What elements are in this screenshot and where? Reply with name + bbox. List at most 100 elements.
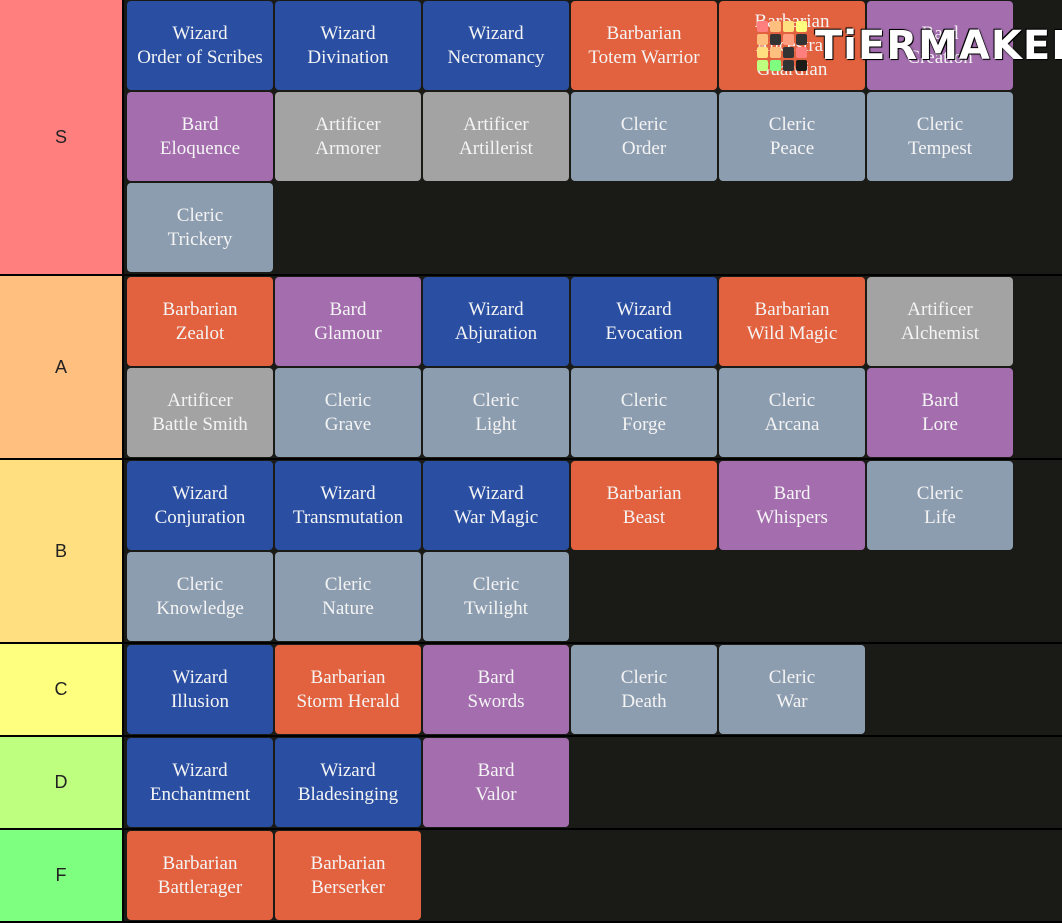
tier-item-cleric-trickery[interactable]: Cleric Trickery <box>127 183 273 272</box>
tier-item-bard-creation[interactable]: Bard Creation <box>867 1 1013 90</box>
tier-item-barbarian-zealot[interactable]: Barbarian Zealot <box>127 277 273 366</box>
tier-item-wizard-evocation[interactable]: Wizard Evocation <box>571 277 717 366</box>
tier-item-barbarian-ancestral-guardian[interactable]: Barbarian Ancestral Guardian <box>719 1 865 90</box>
tier-item-label: Barbarian <box>310 852 386 874</box>
tier-item-label: Wizard <box>172 22 228 44</box>
tier-item-barbarian-beast[interactable]: Barbarian Beast <box>571 461 717 550</box>
tier-item-barbarian-berserker[interactable]: Barbarian Berserker <box>275 831 421 920</box>
tier-item-label: Bard <box>477 666 515 688</box>
tier-item-label: Artificer <box>167 389 233 411</box>
tier-item-label: Barbarian <box>754 10 830 32</box>
tier-item-label: Cleric <box>472 389 520 411</box>
tier-item-label: Cleric <box>620 389 668 411</box>
tier-item-wizard-conjuration[interactable]: Wizard Conjuration <box>127 461 273 550</box>
tier-item-cleric-knowledge[interactable]: Cleric Knowledge <box>127 552 273 641</box>
tier-item-label: Totem Warrior <box>588 46 700 68</box>
tier-item-bard-whispers[interactable]: Bard Whispers <box>719 461 865 550</box>
tier-item-barbarian-battlerager[interactable]: Barbarian Battlerager <box>127 831 273 920</box>
tier-item-label: Cleric <box>768 113 816 135</box>
tier-item-label: Cleric <box>472 573 520 595</box>
tier-item-cleric-twilight[interactable]: Cleric Twilight <box>423 552 569 641</box>
tier-label[interactable]: S <box>0 0 124 274</box>
tier-item-label: Arcana <box>764 413 820 435</box>
tier-item-label: Conjuration <box>154 506 246 528</box>
tier-item-label: Cleric <box>176 204 224 226</box>
tier-items: Wizard Illusion Barbarian Storm Herald Bard S… <box>126 644 1016 735</box>
tier-item-wizard-divination[interactable]: Wizard Divination <box>275 1 421 90</box>
tier-item-label: Beast <box>622 506 666 528</box>
tier-item-label: Barbarian <box>606 22 682 44</box>
tier-label[interactable]: B <box>0 460 124 642</box>
tier-item-wizard-order-of-scribes[interactable]: Wizard Order of Scribes <box>127 1 273 90</box>
tier-item-artificer-alchemist[interactable]: Artificer Alchemist <box>867 277 1013 366</box>
tier-item-label: Grave <box>324 413 372 435</box>
tier-label[interactable]: D <box>0 737 124 828</box>
tier-item-label: War Magic <box>453 506 539 528</box>
tier-label[interactable]: A <box>0 276 124 458</box>
tier-item-label: Wizard <box>172 759 228 781</box>
tier-item-artificer-armorer[interactable]: Artificer Armorer <box>275 92 421 181</box>
tier-item-label: Wizard <box>320 482 376 504</box>
tier-item-label: Bard <box>181 113 219 135</box>
tier-item-bard-eloquence[interactable]: Bard Eloquence <box>127 92 273 181</box>
tier-item-wizard-enchantment[interactable]: Wizard Enchantment <box>127 738 273 827</box>
tier-item-cleric-peace[interactable]: Cleric Peace <box>719 92 865 181</box>
tier-item-label: Cleric <box>620 113 668 135</box>
tier-item-artificer-battle-smith[interactable]: Artificer Battle Smith <box>127 368 273 457</box>
tier-item-barbarian-wild-magic[interactable]: Barbarian Wild Magic <box>719 277 865 366</box>
tier-item-label: Bard <box>921 22 959 44</box>
tier-label[interactable]: C <box>0 644 124 735</box>
tier-item-label: Necromancy <box>447 46 545 68</box>
tier-item-label: Cleric <box>916 482 964 504</box>
tier-item-label: Knowledge <box>156 597 244 619</box>
tier-item-label: Enchantment <box>149 783 251 805</box>
tier-item-bard-lore[interactable]: Bard Lore <box>867 368 1013 457</box>
tier-item-label: Barbarian <box>162 852 238 874</box>
tier-item-label: Bladesinging <box>297 783 399 805</box>
tier-item-wizard-illusion[interactable]: Wizard Illusion <box>127 645 273 734</box>
tier-item-label: Bard <box>773 482 811 504</box>
tier-item-label: Wizard <box>616 298 672 320</box>
tier-item-cleric-tempest[interactable]: Cleric Tempest <box>867 92 1013 181</box>
tier-item-barbarian-storm-herald[interactable]: Barbarian Storm Herald <box>275 645 421 734</box>
tier-item-label: Order <box>621 137 667 159</box>
tier-row-s: S Wizard Order of Scribes Wizard Divination W… <box>0 0 1062 276</box>
tier-item-label: Cleric <box>176 573 224 595</box>
tier-item-cleric-nature[interactable]: Cleric Nature <box>275 552 421 641</box>
tier-item-label: Berserker <box>311 876 385 898</box>
tier-item-wizard-bladesinging[interactable]: Wizard Bladesinging <box>275 738 421 827</box>
tier-item-label: Bard <box>477 759 515 781</box>
tier-item-cleric-life[interactable]: Cleric Life <box>867 461 1013 550</box>
tier-item-cleric-arcana[interactable]: Cleric Arcana <box>719 368 865 457</box>
tier-item-bard-glamour[interactable]: Bard Glamour <box>275 277 421 366</box>
tier-item-label: Artillerist <box>459 137 533 159</box>
tier-item-wizard-war-magic[interactable]: Wizard War Magic <box>423 461 569 550</box>
tier-item-label: Cleric <box>324 389 372 411</box>
tier-item-label: Wild Magic <box>746 322 838 344</box>
tier-item-label: Guardian <box>756 58 828 80</box>
tier-item-wizard-abjuration[interactable]: Wizard Abjuration <box>423 277 569 366</box>
tier-item-artificer-artillerist[interactable]: Artificer Artillerist <box>423 92 569 181</box>
tier-item-label: Lore <box>922 413 958 435</box>
tier-item-barbarian-totem-warrior[interactable]: Barbarian Totem Warrior <box>571 1 717 90</box>
tier-item-label: Illusion <box>170 690 230 712</box>
tier-item-label: Valor <box>475 783 517 805</box>
tier-item-wizard-transmutation[interactable]: Wizard Transmutation <box>275 461 421 550</box>
tier-item-label: Barbarian <box>310 666 386 688</box>
tier-item-bard-swords[interactable]: Bard Swords <box>423 645 569 734</box>
tier-item-label: Tempest <box>907 137 973 159</box>
tier-item-wizard-necromancy[interactable]: Wizard Necromancy <box>423 1 569 90</box>
tier-item-cleric-order[interactable]: Cleric Order <box>571 92 717 181</box>
tier-item-cleric-forge[interactable]: Cleric Forge <box>571 368 717 457</box>
tier-item-label: Whispers <box>756 506 828 528</box>
tier-item-label: Cleric <box>916 113 964 135</box>
tier-item-cleric-war[interactable]: Cleric War <box>719 645 865 734</box>
tier-items: Barbarian Battlerager Barbarian Berserker <box>126 830 1016 921</box>
tier-label[interactable]: F <box>0 830 124 921</box>
tier-item-cleric-light[interactable]: Cleric Light <box>423 368 569 457</box>
tier-item-label: Transmutation <box>292 506 404 528</box>
tier-item-bard-valor[interactable]: Bard Valor <box>423 738 569 827</box>
tier-item-cleric-grave[interactable]: Cleric Grave <box>275 368 421 457</box>
tier-item-cleric-death[interactable]: Cleric Death <box>571 645 717 734</box>
